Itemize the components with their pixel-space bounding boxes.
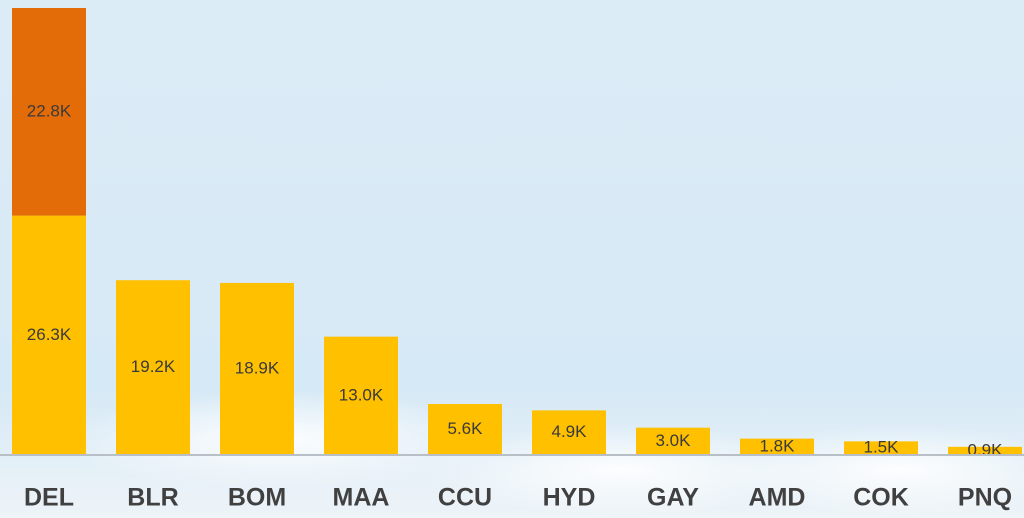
- x-tick-label: MAA: [333, 484, 390, 512]
- value-label: 3.0K: [656, 431, 692, 450]
- bar: [948, 446, 1022, 455]
- cloud: [420, 425, 820, 515]
- bar: [532, 410, 606, 455]
- value-label: 19.2K: [131, 357, 176, 376]
- x-tick-label: DEL: [24, 484, 74, 512]
- bar: [324, 336, 398, 455]
- value-label: 26.3K: [27, 325, 72, 344]
- x-tick-label: PNQ: [958, 484, 1012, 512]
- x-tick-label: HYD: [543, 484, 596, 512]
- bar: [220, 282, 294, 455]
- bar: [12, 8, 86, 216]
- x-tick-label: BLR: [127, 484, 178, 512]
- bar: [12, 215, 86, 455]
- bar: [844, 441, 918, 455]
- value-label: 18.9K: [235, 358, 280, 377]
- value-label: 1.8K: [760, 436, 796, 455]
- plot: 26.3K 22.8K 19.2K 18.9K 13.0K 5.6K 4.9K 3.0K 1.8…: [12, 8, 1022, 459]
- value-label: 13.0K: [339, 385, 384, 404]
- value-label: 4.9K: [552, 422, 588, 441]
- value-label: 1.5K: [864, 438, 900, 457]
- x-tick-label: COK: [853, 484, 909, 512]
- bar: [428, 404, 502, 455]
- value-label: 0.9K: [968, 440, 1004, 459]
- bar: [116, 280, 190, 455]
- x-tick-label: AMD: [749, 484, 806, 512]
- value-label: 5.6K: [448, 419, 484, 438]
- value-label: 22.8K: [27, 101, 72, 120]
- x-tick-label: GAY: [647, 484, 699, 512]
- x-tick-label: BOM: [228, 484, 286, 512]
- x-tick-label: CCU: [438, 484, 492, 512]
- bar: [636, 427, 710, 455]
- bar: [740, 438, 814, 455]
